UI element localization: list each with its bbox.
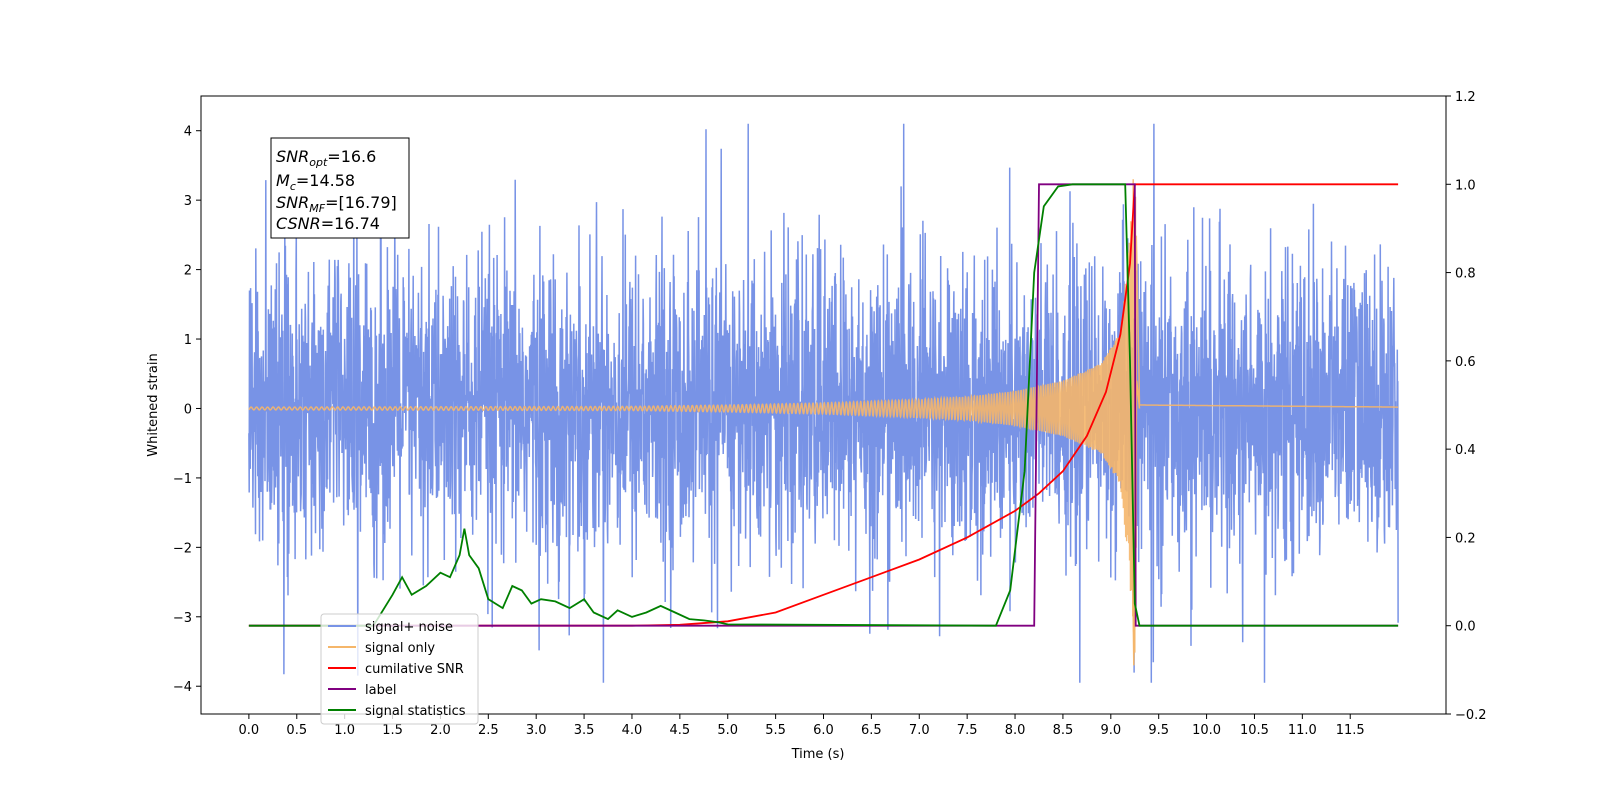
x-axis-label: Time (s) (791, 747, 845, 762)
y-right-tick-label: 1.2 (1455, 90, 1476, 105)
x-tick-label: 7.0 (909, 723, 930, 738)
annotation-line-1: SNRopt=16.6 (276, 147, 376, 169)
legend-label: signal statistics (365, 704, 466, 719)
x-tick-label: 4.0 (622, 723, 643, 738)
y-right-tick-label: 1.0 (1455, 178, 1476, 193)
x-tick-label: 3.0 (526, 723, 547, 738)
x-tick-label: 6.0 (813, 723, 834, 738)
x-tick-label: 11.0 (1288, 723, 1317, 738)
x-tick-label: 1.0 (334, 723, 355, 738)
x-tick-label: 10.0 (1192, 723, 1221, 738)
x-tick-label: 8.0 (1005, 723, 1026, 738)
y-right-tick-label: 0.0 (1455, 620, 1476, 635)
y-right-tick-label: 0.6 (1455, 355, 1476, 370)
y-tick-label: −3 (173, 611, 192, 626)
x-tick-label: 2.0 (430, 723, 451, 738)
legend-label: label (365, 683, 396, 698)
x-tick-label: 3.5 (574, 723, 595, 738)
y-right-tick-label: −0.2 (1455, 708, 1487, 723)
x-tick-label: 7.5 (957, 723, 978, 738)
x-tick-label: 1.5 (382, 723, 403, 738)
x-tick-label: 0.5 (286, 723, 307, 738)
y-axis-label: Whitened strain (146, 353, 161, 456)
legend-label: signal+ noise (365, 620, 453, 635)
y-tick-label: −4 (173, 680, 192, 695)
x-tick-label: 6.5 (861, 723, 882, 738)
legend: signal+ noise signal only cumilative SNR la… (320, 613, 479, 725)
y-tick-label: 4 (184, 125, 192, 140)
ticks: 0.0 0.5 1.0 1.5 2.0 2.5 3.0 3.5 4.0 4.5 5.0 5.5 6.0 6… (173, 90, 1487, 738)
y-right-tick-label: 0.8 (1455, 267, 1476, 282)
x-tick-label: 9.0 (1100, 723, 1121, 738)
annotation-line-4: CSNR=16.74 (276, 214, 380, 233)
y-tick-label: −2 (173, 541, 192, 556)
series-signal-only (248, 179, 1399, 653)
y-tick-label: −1 (173, 472, 192, 487)
annotation-line-2: Mc=14.58 (276, 171, 355, 193)
x-tick-label: 4.5 (670, 723, 691, 738)
legend-label: cumilative SNR (365, 662, 464, 677)
y-right-tick-label: 0.4 (1455, 443, 1476, 458)
y-tick-label: 0 (184, 402, 192, 417)
x-tick-label: 11.5 (1336, 723, 1365, 738)
annotation-line-3: SNRMF=[16.79] (276, 193, 397, 215)
x-tick-label: 10.5 (1240, 723, 1269, 738)
annotation-frame (270, 137, 410, 239)
series-signal-statistics (248, 183, 1399, 627)
legend-frame (320, 613, 479, 725)
y-tick-label: 3 (184, 194, 192, 209)
x-tick-label: 0.0 (239, 723, 260, 738)
y-tick-label: 2 (184, 264, 192, 279)
plot-area (248, 123, 1399, 683)
y-tick-label: 1 (184, 333, 192, 348)
x-tick-label: 9.5 (1148, 723, 1169, 738)
x-tick-label: 2.5 (478, 723, 499, 738)
legend-label: signal only (365, 641, 435, 656)
x-tick-label: 8.5 (1053, 723, 1074, 738)
x-tick-label: 5.5 (765, 723, 786, 738)
x-tick-label: 5.0 (717, 723, 738, 738)
series-signal-noise (248, 123, 1399, 683)
y-right-tick-label: 0.2 (1455, 531, 1476, 546)
annotation-box: SNRopt=16.6Mc=14.58SNRMF=[16.79]CSNR=16.… (270, 137, 410, 239)
